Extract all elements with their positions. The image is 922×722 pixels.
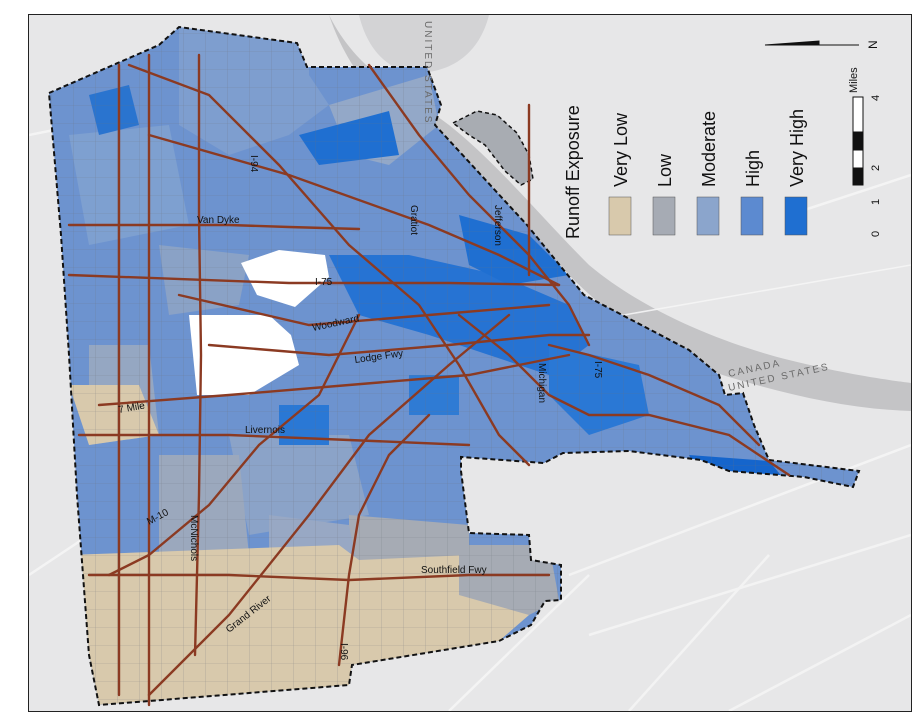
north-label: N	[866, 40, 880, 49]
scale-tick-0: 0	[870, 231, 882, 237]
label-i75-south: I-75	[592, 361, 603, 379]
legend-swatch-low	[652, 196, 676, 236]
scale-tick-4: 4	[870, 95, 882, 101]
legend-swatch-very-high	[784, 196, 808, 236]
legend-swatch-very-low	[608, 196, 632, 236]
legend-label-moderate: Moderate	[699, 111, 719, 187]
legend-label-very-low: Very Low	[611, 112, 631, 187]
label-van-dyke: Van Dyke	[197, 215, 240, 226]
label-michigan: Michigan	[536, 363, 547, 403]
road-livernois	[77, 433, 471, 447]
map-canvas: I-94 Gratiot Jefferson Van Dyke I-75 Woo…	[29, 15, 911, 711]
map-frame: I-94 Gratiot Jefferson Van Dyke I-75 Woo…	[28, 14, 912, 712]
scale-segment-2-4	[852, 96, 864, 133]
scale-segment-0-1	[852, 149, 864, 169]
highland-park-enclave	[189, 315, 299, 395]
road-i75-south	[547, 343, 761, 447]
road-m10	[107, 313, 361, 577]
legend-swatch-high	[740, 196, 764, 236]
legend-swatch-moderate	[696, 196, 720, 236]
scale-segment-0	[852, 167, 864, 186]
roads	[67, 53, 791, 707]
legend-label-very-high: Very High	[787, 109, 807, 187]
road-i96	[337, 413, 431, 667]
label-i94: I-94	[248, 155, 259, 173]
road-michigan	[457, 313, 791, 477]
label-seven-mile: 7 Mile	[118, 400, 147, 416]
scale-unit: Miles	[848, 67, 860, 93]
label-jefferson: Jefferson	[492, 205, 503, 246]
road-jefferson	[367, 63, 591, 347]
label-united-states-top: UNITED STATES	[422, 21, 433, 124]
north-arrow: N	[764, 40, 880, 49]
legend: Runoff Exposure Very Low Low Moderate Hi…	[563, 105, 808, 239]
scale-bar: 0 1 2 4 Miles	[848, 67, 882, 237]
road-i75-north	[67, 273, 561, 287]
belle-isle	[451, 110, 534, 186]
road-lodge	[207, 333, 591, 357]
road-seven-mile	[97, 353, 571, 407]
road-grand-river	[147, 313, 511, 697]
label-livernois: Livernois	[245, 425, 285, 436]
legend-label-high: High	[743, 150, 763, 187]
scale-tick-1: 1	[870, 199, 882, 205]
road-i94	[127, 63, 531, 467]
label-mcnichols: McNichols	[188, 515, 199, 561]
scale-segment-1-2	[852, 131, 864, 151]
road-gratiot	[147, 133, 561, 287]
hamtramck-enclave	[241, 250, 329, 307]
label-i75-north: I-75	[315, 277, 333, 288]
river-upper	[359, 15, 489, 74]
label-i96: I-96	[338, 643, 349, 661]
north-arrow-icon	[764, 40, 820, 46]
road-woodward	[177, 293, 551, 327]
label-gratiot: Gratiot	[408, 205, 419, 235]
label-southfield: Southfield Fwy	[421, 565, 487, 576]
legend-label-low: Low	[655, 153, 675, 187]
road-mcnichols	[193, 53, 203, 657]
scale-tick-2: 2	[870, 165, 882, 171]
legend-title: Runoff Exposure	[563, 105, 583, 239]
